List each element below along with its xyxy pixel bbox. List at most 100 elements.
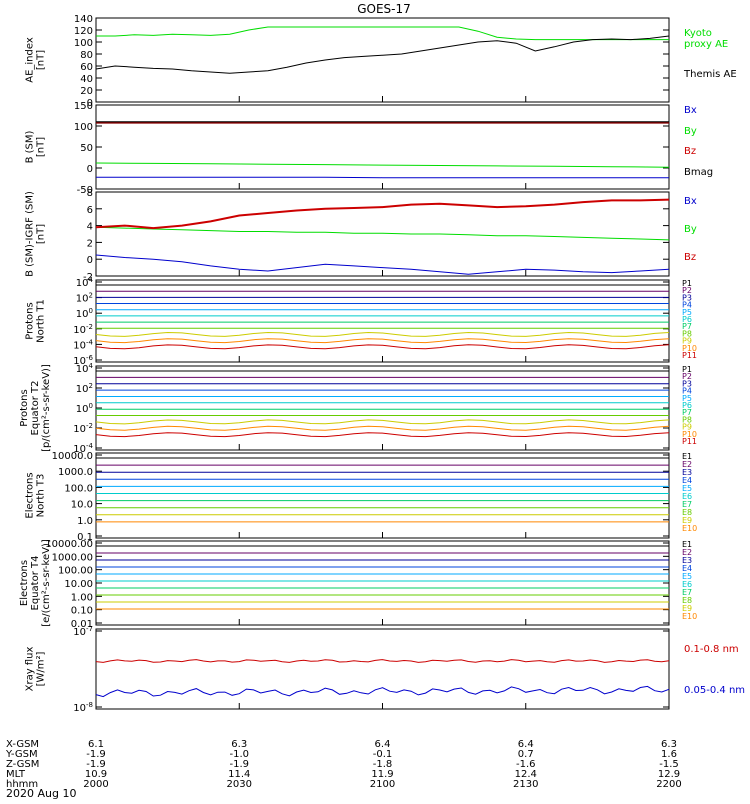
- series-line-xray-1: [95, 659, 670, 663]
- legend-entry: Bx: [684, 105, 697, 116]
- series-line-by: [95, 226, 670, 241]
- y-tick-label: 20: [80, 86, 93, 97]
- y-tick-label: 1.0: [77, 516, 93, 527]
- y-tick-label: 104: [76, 362, 94, 375]
- legend-entry: P10: [682, 430, 697, 439]
- panel-bigrf: B (SM)-IGRF (SM)[nT] -2 0 2 4 6 8 Bx By Bz: [25, 188, 697, 283]
- ephemeris-value: 6.1: [88, 739, 104, 750]
- ephemeris-value: 6.3: [231, 739, 247, 750]
- legend-entry: P1: [682, 279, 692, 288]
- y-tick-label: 2: [87, 238, 93, 249]
- y-tick-label: 102: [76, 292, 93, 305]
- y-tick-label: 0.10: [71, 606, 93, 617]
- series-line-by: [95, 162, 670, 168]
- y-tick-label: 50: [80, 143, 93, 154]
- flux-line-p9: [95, 331, 670, 337]
- y-tick-label: 6: [87, 205, 93, 216]
- y-tick-label: 1000.00: [52, 552, 93, 563]
- ephemeris-value: -0.1: [373, 749, 393, 760]
- ephemeris-row-label: Y-GSM: [5, 749, 38, 760]
- ephemeris-value: -1.9: [86, 749, 106, 760]
- y-tick-label: 10-6: [73, 354, 93, 367]
- y-tick-label: 10-4: [73, 338, 93, 351]
- y-tick-label: 1.00: [71, 592, 93, 603]
- legend-entry: P10: [682, 344, 697, 353]
- ephemeris-value: -1.8: [373, 759, 393, 770]
- panel-electrons_t3: ElectronsNorth T3 10000.0 1000.0 100.0 10.0 1…: [25, 451, 698, 543]
- legend-entry: P6: [682, 315, 692, 324]
- ephemeris-value: -1.0: [229, 749, 249, 760]
- legend-entry: P3: [682, 379, 692, 388]
- ephemeris-value: 2100: [370, 779, 395, 790]
- legend-entry: P6: [682, 401, 692, 410]
- ephemeris-row-label: X-GSM: [6, 739, 39, 750]
- flux-line-p10: [95, 338, 670, 344]
- y-tick-label: 0: [87, 98, 93, 109]
- legend-entry: E4: [682, 476, 692, 485]
- y-tick-label: 140: [74, 14, 93, 25]
- legend-entry: E6: [682, 580, 692, 589]
- legend-entry: E2: [682, 548, 692, 557]
- flux-line-p9: [95, 419, 670, 425]
- legend-entry: P8: [682, 329, 692, 338]
- y-tick-label: 150: [74, 101, 93, 112]
- y-tick-label: 0: [87, 164, 93, 175]
- legend-entry: P7: [682, 408, 692, 417]
- y-axis-label: B (SM)-IGRF (SM)[nT]: [25, 191, 47, 277]
- legend-entry: P3: [682, 293, 692, 302]
- date-label: 2020 Aug 10: [6, 787, 76, 800]
- legend-entry: P9: [682, 423, 692, 432]
- legend-entry: E2: [682, 460, 692, 469]
- legend-entry: E5: [682, 484, 692, 493]
- flux-line-p11: [95, 432, 670, 438]
- ephemeris-value: -1.9: [86, 759, 106, 770]
- y-tick-label: 0.01: [71, 619, 93, 630]
- y-axis-label: ProtonsNorth T1: [25, 299, 47, 343]
- y-tick-label: 8: [87, 188, 93, 199]
- x-axis-ephemeris: X-GSMY-GSMZ-GSMMLThhmm6.1-1.9-1.910.9200…: [5, 739, 682, 790]
- ephemeris-value: 2000: [83, 779, 108, 790]
- series-line-themis-ae: [95, 35, 670, 74]
- legend-entry: E4: [682, 564, 692, 573]
- legend-entry: Bz: [684, 146, 696, 157]
- series-line-kyoto-proxy-ae: [96, 26, 669, 41]
- flux-line-p11: [95, 344, 670, 350]
- y-tick-label: 10-7: [73, 625, 93, 638]
- panel-xray: Xray flux[W/m²] 10-7 10-8 0.1-0.8 nm 0.05-0.…: [25, 625, 746, 714]
- legend-entry: Bmag: [684, 167, 713, 178]
- flux-line-p10: [95, 425, 670, 431]
- series-line-xray-2: [95, 685, 670, 698]
- legend-entry: 0.1-0.8 nm: [684, 644, 739, 655]
- legend-entry: P2: [682, 372, 692, 381]
- y-tick-label: 10-8: [73, 701, 93, 714]
- y-tick-label: 120: [74, 26, 93, 37]
- y-tick-label: 100.0: [64, 483, 93, 494]
- legend-entry: P8: [682, 415, 692, 424]
- legend-entry: P4: [682, 301, 692, 310]
- ephemeris-row-label: Z-GSM: [6, 759, 39, 770]
- legend-entry: E10: [682, 524, 697, 533]
- ephemeris-value: 1.6: [661, 749, 677, 760]
- legend-entry: P7: [682, 322, 692, 331]
- legend-entry: P1: [682, 365, 692, 374]
- legend-entry: Bx: [684, 196, 697, 207]
- y-tick-label: 10-4: [73, 442, 93, 455]
- legend-entry: By: [684, 126, 697, 137]
- ephemeris-value: 2030: [227, 779, 252, 790]
- y-tick-label: 40: [80, 74, 93, 85]
- y-axis-label: AE_index[nT]: [25, 37, 47, 83]
- ephemeris-value: 0.7: [518, 749, 534, 760]
- y-tick-label: 0.1: [77, 532, 93, 543]
- ephemeris-value: 6.4: [518, 739, 534, 750]
- legend-entry: E10: [682, 612, 697, 621]
- y-tick-label: 0: [87, 255, 93, 266]
- ephemeris-value: -1.5: [659, 759, 679, 770]
- y-tick-label: 4: [87, 222, 93, 233]
- panel-electrons_t4: ElectronsEquator T4[e/(cm²-s-sr-keV)]100…: [19, 539, 697, 630]
- y-tick-label: 10-2: [73, 422, 93, 435]
- panel-frame: [95, 365, 670, 451]
- y-axis-label: B (SM)[nT]: [25, 130, 47, 163]
